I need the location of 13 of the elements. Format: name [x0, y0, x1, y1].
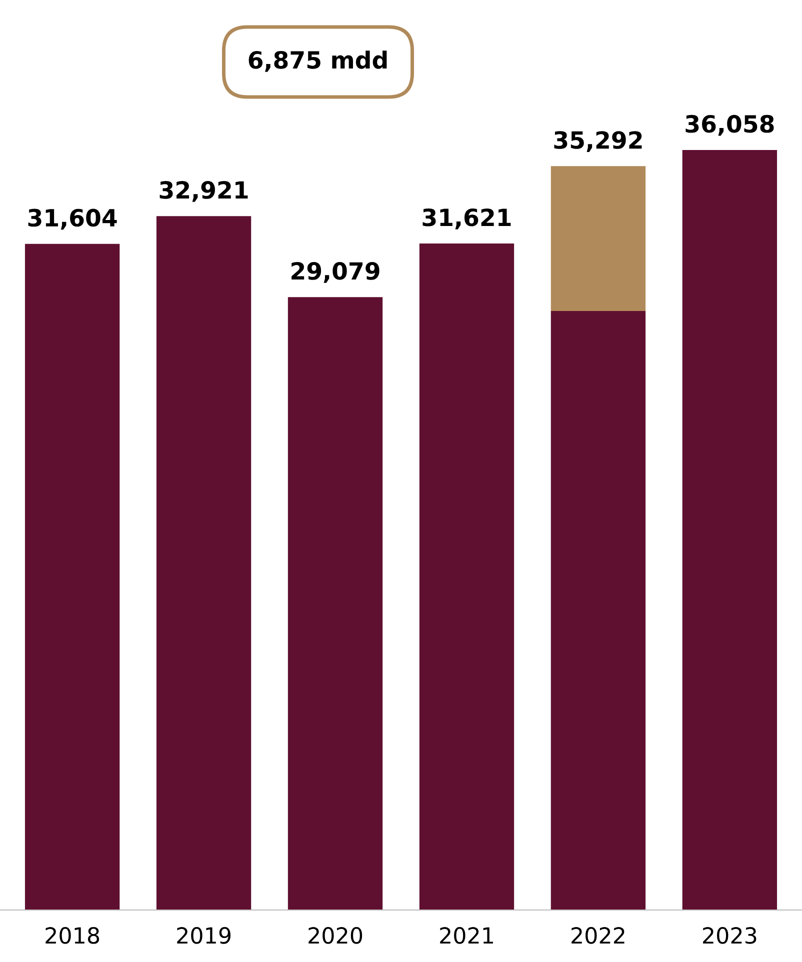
x-tick-label: 2021 — [440, 927, 493, 944]
x-tick-label: 2019 — [177, 927, 230, 944]
x-tick-label: 2023 — [703, 927, 756, 944]
data-label: 31,604 — [28, 208, 117, 230]
x-tick-label: 2018 — [46, 927, 100, 944]
data-label: 29,079 — [292, 262, 380, 283]
data-label: 32,921 — [160, 181, 248, 202]
x-tick-label: 2020 — [308, 927, 362, 944]
data-label: 31,621 — [422, 208, 511, 230]
text: 6,875 mdd — [248, 50, 387, 72]
data-label: 36,058 — [686, 114, 774, 136]
total-label: 35,292 — [554, 131, 642, 152]
x-tick-label: 2022 — [572, 927, 624, 944]
